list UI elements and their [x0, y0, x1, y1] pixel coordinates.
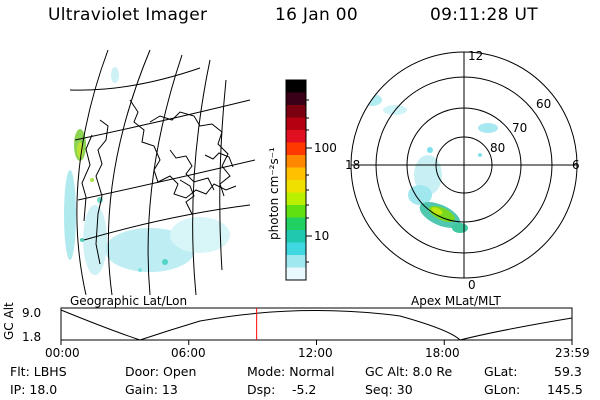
status-gc-alt: GC Alt: 8.0 Re — [365, 364, 453, 379]
coastlines — [81, 99, 237, 265]
status-dsp-label: Dsp: — [247, 382, 276, 397]
status-ip: IP: 18.0 — [10, 382, 58, 397]
status-door: Door: Open — [125, 364, 197, 379]
geographic-image — [64, 49, 256, 296]
colorbar-cell — [286, 142, 306, 156]
longitude-lines — [76, 49, 227, 296]
latitude-lines — [69, 67, 256, 241]
colorbar-axis-label: photon cm⁻²s⁻¹ — [267, 147, 281, 240]
colorbar-cell — [286, 80, 306, 93]
colorbar-cell — [286, 230, 306, 243]
status-seq: Seq: 30 — [365, 382, 413, 397]
app-title: Ultraviolet Imager — [48, 5, 208, 25]
colorbar-tick-10: 10 — [314, 229, 329, 243]
alt-ymin-label: 1.8 — [22, 330, 42, 344]
altitude-plot — [60, 307, 573, 345]
mlt-label-0: 0 — [468, 278, 476, 292]
colorbar-cell — [286, 167, 306, 181]
colorbar-cell — [286, 255, 306, 268]
alt-xtick-0600: 06:00 — [171, 346, 206, 360]
altitude-x-ticks — [60, 340, 573, 345]
status-filter: Flt: LBHS — [10, 364, 67, 379]
colorbar-cell — [286, 155, 306, 168]
colorbar-cell — [286, 180, 306, 193]
colorbar-ticks — [306, 99, 312, 263]
header-time: 09:11:28 UT — [430, 5, 538, 25]
colorbar-tick-100: 100 — [314, 141, 337, 155]
alt-xtick-1800: 18:00 — [425, 346, 460, 360]
mlat-label-80: 80 — [490, 141, 505, 155]
geo-panel-label: Geographic Lat/Lon — [70, 294, 188, 308]
status-glon-label: GLon: — [484, 382, 521, 397]
polar-grid — [350, 51, 578, 279]
colorbar: 100 10 photon cm⁻²s⁻¹ — [267, 79, 337, 281]
altitude-curve — [60, 309, 573, 341]
alt-xtick-1200: 12:00 — [298, 346, 333, 360]
aurora-emission-geo — [64, 67, 230, 275]
status-gain: Gain: 13 — [125, 382, 178, 397]
colorbar-cell — [286, 205, 306, 218]
header-date: 16 Jan 00 — [275, 5, 358, 25]
polar-panel-label: Apex MLat/MLT — [411, 294, 501, 308]
altitude-plot-frame — [60, 307, 573, 341]
status-glat-label: GLat: — [484, 364, 518, 379]
alt-ylabel: GC Alt — [2, 302, 16, 340]
alt-xtick-2359: 23:59 — [555, 346, 590, 360]
mlt-label-18: 18 — [345, 158, 360, 172]
colorbar-cell — [286, 267, 306, 281]
mlt-label-6: 6 — [572, 158, 580, 172]
colorbar-cell — [286, 105, 306, 118]
alt-xtick-0000: 00:00 — [45, 346, 80, 360]
status-mode: Mode: Normal — [247, 364, 335, 379]
status-glat-value: 59.3 — [554, 364, 582, 379]
aurora-emission-polar — [362, 94, 498, 233]
mlat-label-60: 60 — [536, 97, 551, 111]
colorbar-cell — [286, 217, 306, 231]
status-dsp-value: -5.2 — [292, 382, 317, 397]
colorbar-cell — [286, 117, 306, 131]
status-glon-value: 145.5 — [547, 382, 583, 397]
colorbar-cell — [286, 92, 306, 106]
colorbar-cell — [286, 192, 306, 206]
polar-image: 12 18 6 0 60 70 80 — [345, 49, 580, 292]
mlat-label-70: 70 — [512, 121, 527, 135]
mlt-label-12: 12 — [468, 49, 483, 63]
colorbar-cell — [286, 130, 306, 143]
alt-ymax-label: 9.0 — [22, 306, 42, 320]
colorbar-cell — [286, 242, 306, 256]
